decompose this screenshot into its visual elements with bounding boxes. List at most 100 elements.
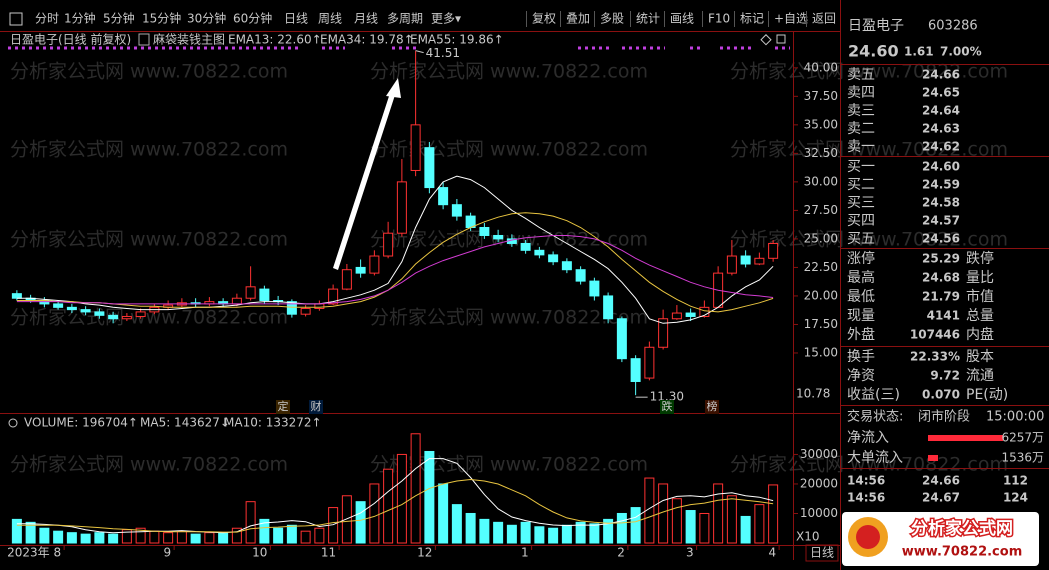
stat-label: 市值 — [966, 288, 994, 305]
last-price: 24.60 — [848, 42, 899, 61]
candle-body — [561, 261, 572, 271]
candle-body — [66, 306, 77, 311]
min-label: 11.30 — [650, 390, 684, 404]
status-time: 15:00:00 — [986, 410, 1044, 425]
period-tab[interactable]: 5分钟 — [103, 11, 135, 26]
stat-label: 收益(三) — [847, 387, 900, 403]
stat-label: PE(动) — [966, 387, 1008, 403]
ema-line — [16, 235, 774, 305]
icon — [8, 418, 18, 428]
y-tick-label: 37.50 — [804, 89, 838, 103]
ema-line — [16, 175, 774, 324]
period-tab[interactable]: 15分钟 — [142, 11, 181, 26]
watermark: 分析家公式网 www.70822.com — [10, 229, 288, 251]
candle-body — [80, 309, 91, 313]
max-label: 41.51 — [426, 46, 460, 60]
logo-icon — [856, 525, 880, 549]
volume-bar — [163, 532, 174, 544]
book-label: 卖三 — [847, 103, 875, 119]
stat-label: 最低 — [847, 289, 875, 305]
tool-button[interactable]: 标记 — [740, 12, 764, 26]
period-tab[interactable]: 60分钟 — [233, 11, 272, 26]
volume-bar — [190, 533, 201, 544]
period-tab[interactable]: 日线 — [284, 12, 308, 26]
candle-body — [548, 254, 559, 263]
max-pointer — [415, 50, 424, 54]
book-price: 24.59 — [922, 178, 960, 192]
book-label: 卖二 — [847, 121, 875, 137]
watermark: 分析家公式网 www.70822.com — [370, 139, 648, 161]
candle-body — [479, 227, 490, 236]
book-label: 买三 — [847, 195, 875, 211]
tool-button[interactable]: F10 — [708, 12, 730, 26]
volume-bar — [314, 527, 325, 544]
candle-body — [259, 288, 270, 301]
tool-button[interactable]: 统计 — [636, 12, 660, 26]
volume-bar — [66, 532, 77, 544]
period-tab[interactable]: 更多▾ — [431, 12, 461, 26]
volume-bar — [671, 498, 682, 544]
book-price: 24.58 — [922, 196, 960, 210]
period-tab[interactable]: 1分钟 — [64, 11, 96, 26]
tool-button[interactable]: 多股 — [600, 12, 624, 26]
candle-body — [768, 242, 779, 259]
candle-body — [108, 314, 119, 320]
y-tick-label: 40.00 — [804, 60, 838, 74]
y-tick-label: 17.50 — [804, 317, 838, 331]
book-price: 24.60 — [922, 160, 960, 174]
candle-body — [726, 255, 737, 274]
period-tab[interactable]: 30分钟 — [187, 11, 226, 26]
book-label: 买二 — [847, 177, 875, 193]
status: 闭市阶段 — [918, 409, 970, 425]
x-tick-label: 10 — [252, 546, 267, 560]
logo-box — [842, 512, 1039, 566]
x-tick-label: 12 — [417, 546, 432, 560]
period-tab[interactable]: 月线 — [354, 12, 378, 26]
volume-bar — [273, 527, 284, 544]
trade-price: 24.67 — [922, 491, 960, 505]
volume-bar — [410, 433, 421, 544]
stat-label: 最高 — [847, 269, 875, 286]
stock-name: 日盈电子 — [848, 18, 904, 34]
tool-button[interactable]: 返回 — [812, 12, 836, 26]
y-tick-label: 20.00 — [804, 288, 838, 302]
event-marker: 财 — [311, 399, 322, 413]
candle-body — [644, 346, 655, 379]
book-price: 24.64 — [922, 104, 960, 118]
watermark: 分析家公式网 www.70822.com — [10, 307, 288, 329]
watermark: 分析家公式网 www.70822.com — [730, 454, 1008, 476]
tool-button[interactable]: +自选 — [774, 12, 808, 26]
candle-body — [438, 187, 449, 206]
tool-button[interactable]: 画线 — [670, 12, 694, 26]
book-price: 24.56 — [922, 232, 960, 246]
volume-bar — [11, 518, 22, 544]
book-price: 24.63 — [922, 122, 960, 136]
event-box — [705, 400, 719, 414]
stat-label: 量比 — [966, 270, 994, 286]
tool-button[interactable]: 叠加 — [566, 12, 590, 26]
y-tick-label: 27.50 — [804, 203, 838, 217]
y-tick-label: 25.00 — [804, 231, 838, 245]
watermark: 分析家公式网 www.70822.com — [10, 139, 288, 161]
tool-button[interactable]: 复权 — [532, 12, 556, 26]
period-tab[interactable]: 周线 — [318, 12, 342, 26]
trade-time: 14:56 — [847, 491, 885, 505]
legend-entry: EMA55: 19.86↑ — [410, 33, 504, 47]
volume-bar — [520, 521, 531, 544]
watermark: 分析家公式网 www.70822.com — [10, 454, 288, 476]
volume-bar — [176, 530, 187, 544]
candle-body — [11, 293, 22, 299]
candle-body — [616, 318, 627, 360]
price-change-pct: 7.00% — [940, 45, 982, 59]
period-tab[interactable]: 分时 — [35, 12, 59, 26]
candle-body — [121, 315, 132, 320]
period-tab[interactable]: 多周期 — [387, 12, 423, 26]
stat-value: 0.070 — [922, 388, 960, 402]
book-label: 卖一 — [847, 139, 875, 155]
x-tick-label: 11 — [321, 546, 336, 560]
candle-body — [534, 249, 545, 256]
trade-volume: 112 — [1003, 474, 1028, 488]
axis-unit: X10 — [796, 530, 820, 544]
volume-bar — [768, 484, 779, 544]
